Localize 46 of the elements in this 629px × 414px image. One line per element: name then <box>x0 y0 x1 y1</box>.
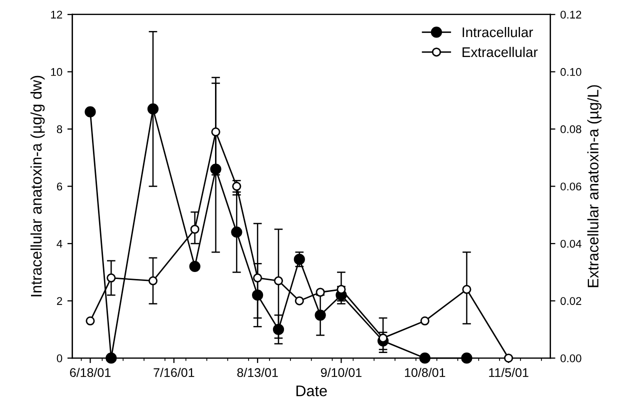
y-tick-label: 10 <box>51 68 62 76</box>
point <box>147 103 159 115</box>
point <box>272 324 284 336</box>
y2-tick-label: 0.04 <box>560 240 582 248</box>
point <box>274 276 284 286</box>
point <box>189 260 200 272</box>
x-tick-label: 11/5/01 <box>489 368 528 378</box>
point <box>294 254 305 265</box>
y2-tick-label: 0.00 <box>560 354 582 362</box>
point <box>231 226 242 238</box>
y2-tick-label: 0.06 <box>560 182 582 190</box>
x-axis-title: Date <box>296 386 327 396</box>
legend-label: Extracellular <box>462 46 538 58</box>
point <box>253 273 262 282</box>
y-tick-label: 0 <box>56 354 62 362</box>
point <box>106 352 117 364</box>
y2-tick-label: 0.10 <box>560 68 582 76</box>
x-tick-label: 9/10/01 <box>320 368 362 378</box>
x-tick-label: 8/13/01 <box>237 368 278 378</box>
point <box>190 224 200 234</box>
point <box>461 352 472 364</box>
y2-tick-label: 0.08 <box>560 125 582 134</box>
y-tick-label: 2 <box>56 297 62 305</box>
x-tick-label: 10/8/01 <box>404 368 446 378</box>
y2-tick-label: 0.02 <box>560 297 582 305</box>
point <box>314 310 326 321</box>
y-tick-label: 8 <box>56 125 62 134</box>
point <box>294 296 304 306</box>
x-tick-label: 6/18/01 <box>70 368 111 378</box>
x-tick-label: 7/16/01 <box>154 368 194 378</box>
y2-axis-title: Extracellular anatoxin-a (µg/L) <box>587 85 602 288</box>
point <box>419 352 430 364</box>
y2-tick-label: 0.12 <box>560 10 582 19</box>
point <box>462 284 472 294</box>
point <box>316 288 325 297</box>
point <box>148 276 158 286</box>
y-tick-label: 4 <box>56 240 62 248</box>
point <box>86 316 95 326</box>
point <box>84 106 96 118</box>
point <box>106 273 116 282</box>
point <box>211 127 220 136</box>
y-tick-label: 12 <box>51 10 62 19</box>
y-axis-title: Intracellular anatoxin-a (µg/g dw) <box>30 76 45 296</box>
y-tick-label: 6 <box>57 182 62 190</box>
legend-label: Intracellular <box>462 26 534 38</box>
point <box>420 316 430 326</box>
